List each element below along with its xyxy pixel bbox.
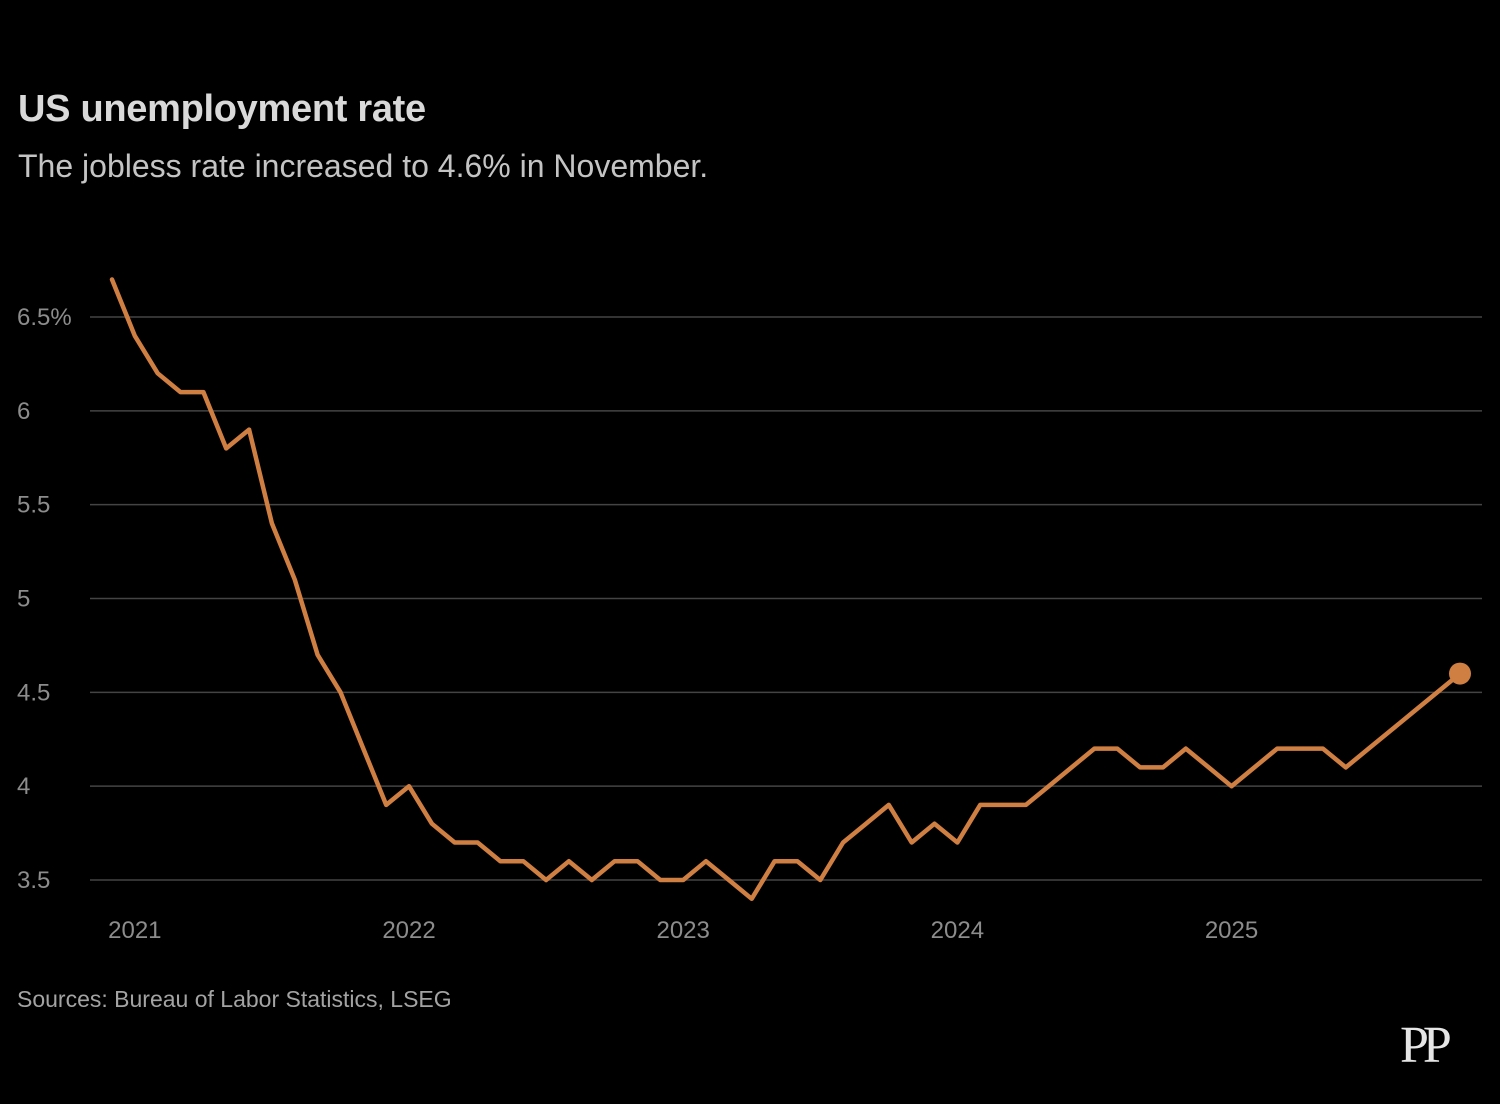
- y-tick-label: 5.5: [17, 492, 50, 519]
- y-axis-ticks: 6.5% 6 5.5 5 4.5 4 3.5: [17, 304, 72, 894]
- y-tick-label: 4.5: [17, 679, 50, 706]
- publisher-logo: PP: [1400, 1017, 1452, 1074]
- y-tick-label: 5: [17, 586, 30, 613]
- source-note: Sources: Bureau of Labor Statistics, LSE…: [17, 986, 452, 1012]
- last-point-marker: [1449, 662, 1471, 685]
- y-tick-label: 3.5: [17, 867, 50, 894]
- x-tick-label: 2024: [931, 917, 984, 944]
- y-tick-label: 6: [17, 398, 30, 425]
- y-tick-label: 4: [17, 773, 30, 800]
- y-tick-label: 6.5%: [17, 304, 72, 331]
- x-axis-ticks: 2021 2022 2023 2024 2025: [108, 917, 1258, 944]
- series: [109, 277, 1471, 902]
- series-line: [109, 277, 1463, 902]
- gridlines: [90, 316, 1482, 881]
- x-tick-label: 2025: [1205, 917, 1258, 944]
- x-tick-label: 2021: [108, 917, 161, 944]
- chart-title: US unemployment rate: [18, 88, 426, 130]
- x-tick-label: 2023: [656, 917, 709, 944]
- chart-subtitle: The jobless rate increased to 4.6% in No…: [18, 148, 709, 184]
- x-tick-label: 2022: [382, 917, 435, 944]
